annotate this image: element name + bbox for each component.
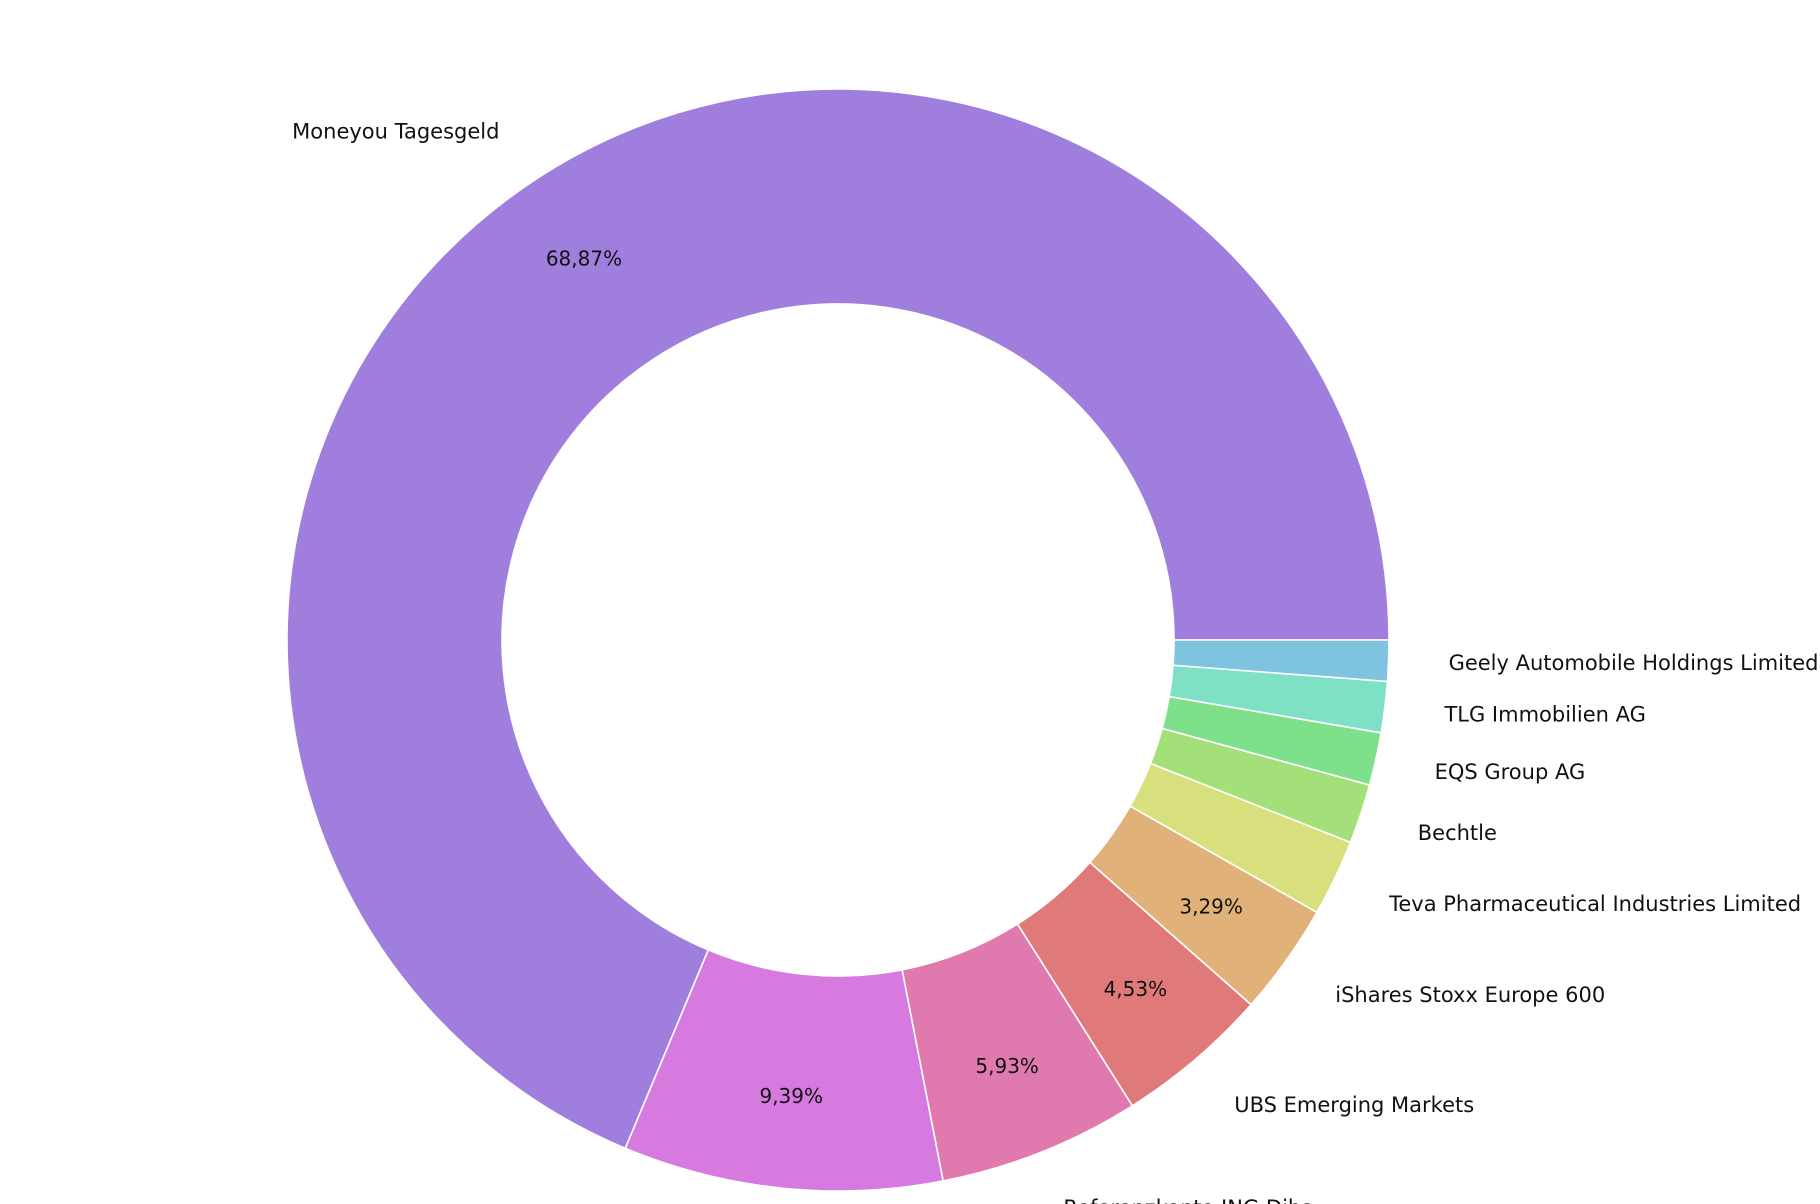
category-label-teva-pharmaceutical-industries-limited: Teva Pharmaceutical Industries Limited (1388, 892, 1801, 916)
category-label-bechtle: Bechtle (1418, 821, 1497, 845)
slices (286, 88, 1390, 1192)
category-label-geely-automobile-holdings-limited: Geely Automobile Holdings Limited (1449, 651, 1819, 675)
data-label-moneyou-tagesgeld: 68,87% (546, 246, 622, 270)
data-label-hsbc-msci-world-etf: 9,39% (759, 1084, 823, 1108)
category-label-tlg-immobilien-ag: TLG Immobilien AG (1443, 702, 1645, 726)
data-label-referenzkonto-ing-diba: 5,93% (975, 1054, 1039, 1078)
category-label-moneyou-tagesgeld: Moneyou Tagesgeld (292, 119, 499, 143)
data-label-ishares-stoxx-europe-600: 3,29% (1179, 894, 1243, 918)
category-label-ishares-stoxx-europe-600: iShares Stoxx Europe 600 (1335, 983, 1605, 1007)
category-label-eqs-group-ag: EQS Group AG (1435, 760, 1586, 784)
slice-geely-automobile-holdings-limited[interactable] (1172, 639, 1390, 683)
data-label-ubs-emerging-markets: 4,53% (1104, 977, 1168, 1001)
category-label-referenzkonto-ing-diba: Referenzkonto ING Diba (1063, 1196, 1314, 1204)
category-label-ubs-emerging-markets: UBS Emerging Markets (1234, 1093, 1474, 1117)
slice-moneyou-tagesgeld[interactable] (286, 88, 1390, 1150)
